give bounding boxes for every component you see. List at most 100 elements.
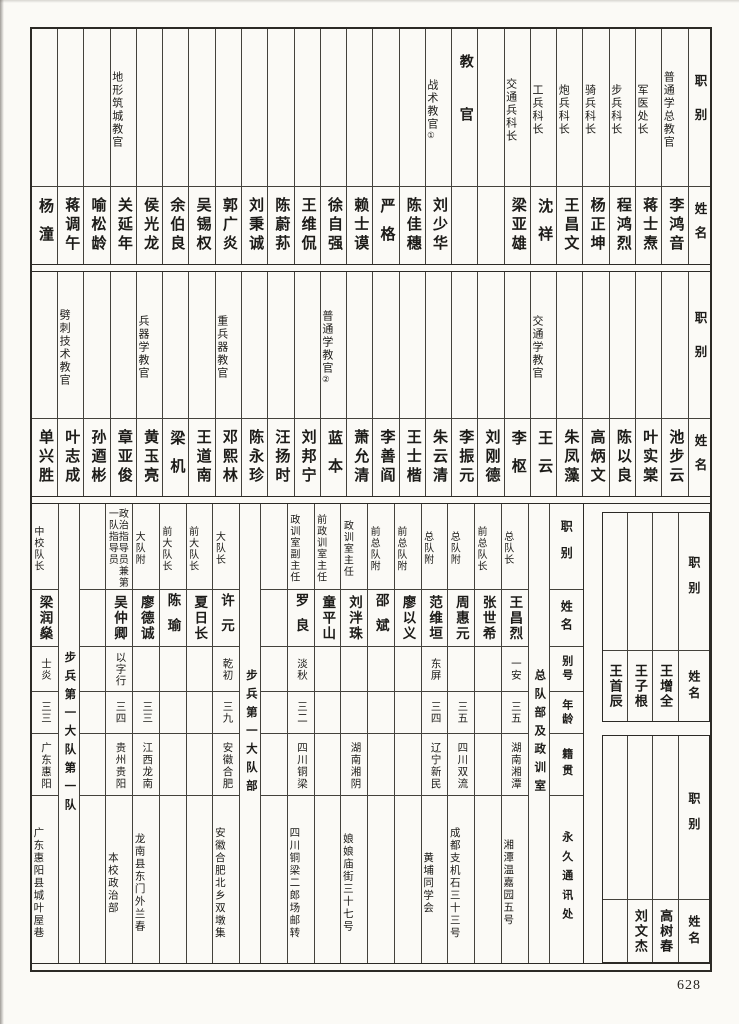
address-cell bbox=[160, 796, 186, 963]
name-cell: 罗良 bbox=[287, 590, 314, 647]
roster-column: 郭广炎 bbox=[214, 29, 242, 264]
position-text: 政训室主任 bbox=[341, 519, 353, 578]
header-text: 姓名 bbox=[686, 914, 701, 948]
age-text: 三四 bbox=[114, 701, 126, 724]
name-text: 梁机 bbox=[168, 429, 185, 486]
name-cell: 喻松龄 bbox=[84, 187, 109, 264]
position-cell: 职别 bbox=[688, 29, 710, 187]
name-cell: 池步云 bbox=[662, 419, 687, 496]
name-cell: 王昌文 bbox=[557, 187, 582, 264]
position-cell: 前总队附 bbox=[368, 504, 394, 590]
position-cell: 工兵科长 bbox=[530, 29, 557, 187]
position-cell: 普通学总教官 bbox=[662, 29, 688, 187]
name-text: 高树春 bbox=[658, 908, 674, 954]
sub-table-column: 王子根 bbox=[627, 513, 653, 721]
position-cell: 政治指导员兼第一队指导员 bbox=[106, 504, 133, 590]
name-text: 王维侃 bbox=[299, 197, 316, 254]
header-text: 职别 bbox=[686, 556, 701, 607]
position-text: 前政训室主任 bbox=[314, 514, 326, 583]
roster-column: 叶实棠 bbox=[635, 272, 662, 496]
position-cell: 教官 bbox=[452, 29, 478, 187]
alias-cell bbox=[186, 647, 213, 692]
position-text: 总队附 bbox=[421, 531, 433, 566]
position-text: 总队长 bbox=[501, 531, 513, 566]
name-text: 罗良 bbox=[293, 593, 309, 643]
name-text: 沈祥 bbox=[536, 197, 553, 254]
position-cell: 前政训室主任 bbox=[314, 504, 341, 590]
roster-column bbox=[477, 29, 504, 264]
name-cell: 汪扬时 bbox=[268, 419, 293, 496]
name-cell: 陈蔚荪 bbox=[268, 187, 293, 264]
header-text: 籍贯 bbox=[560, 748, 573, 781]
position-cell bbox=[136, 29, 163, 187]
roster-column: 孙逎彬 bbox=[83, 272, 110, 496]
position-cell bbox=[320, 29, 347, 187]
address-text: 本校政治部 bbox=[106, 851, 118, 915]
position-cell bbox=[84, 29, 110, 187]
position-cell: 前总队长 bbox=[475, 504, 501, 590]
origin-text: 湖南湘阴 bbox=[349, 741, 361, 790]
name-cell: 刘邦宁 bbox=[295, 419, 320, 496]
origin-text: 江西龙南 bbox=[141, 741, 153, 790]
name-text: 李枢 bbox=[509, 429, 526, 486]
name-cell: 徐自强 bbox=[321, 187, 346, 264]
alias-cell bbox=[159, 647, 186, 692]
name-text: 叶志成 bbox=[63, 429, 80, 486]
origin-cell bbox=[368, 734, 394, 796]
roster-column: 李振元 bbox=[451, 272, 478, 496]
origin-cell: 湖南湘潭 bbox=[501, 734, 528, 796]
origin-text: 四川铜梁 bbox=[296, 741, 307, 790]
alias-text: 乾初 bbox=[221, 657, 233, 681]
header-address: 永久通讯处 bbox=[550, 796, 583, 963]
roster-column: 高炳文 bbox=[582, 272, 609, 496]
roster-column: 侯光龙 bbox=[135, 29, 163, 264]
name-text: 陈瑜 bbox=[165, 593, 181, 643]
roster-column: 章亚俊 bbox=[109, 272, 136, 496]
position-text: 普通学教官② bbox=[320, 310, 333, 385]
sub-table-header-column: 职别 姓名 bbox=[677, 513, 709, 721]
name-text: 王云 bbox=[536, 429, 553, 486]
age-cell bbox=[475, 692, 501, 734]
roster-column: 喻松龄 bbox=[83, 29, 110, 264]
origin-cell bbox=[314, 734, 341, 796]
hq-roster-column: 前政训室主任 童平山 bbox=[313, 504, 341, 963]
roster-column: 萧允清 bbox=[346, 272, 373, 496]
alias-cell: 以字行 bbox=[106, 647, 133, 692]
name-cell: 严格 bbox=[373, 187, 398, 264]
address-cell: 安徽合肥北乡双墩集 bbox=[213, 796, 239, 963]
position-cell bbox=[373, 272, 399, 419]
origin-cell: 贵州贵阳 bbox=[106, 734, 133, 796]
header-name: 姓名 bbox=[679, 900, 709, 962]
age-text: 三三 bbox=[40, 701, 51, 724]
hq-roster-column: 政训室主任 刘泮珠 湖南湘阴 娘娘庙街三十七号 bbox=[340, 504, 368, 963]
name-text: 王士楷 bbox=[404, 429, 421, 486]
hq-header-column: 职别 姓名 别号 年龄 籍贯 永久通讯处 bbox=[548, 504, 583, 963]
name-cell bbox=[603, 900, 627, 962]
address-text: 成都支机石三十三号 bbox=[448, 826, 460, 940]
position-text: 政训室副主任 bbox=[287, 514, 299, 583]
name-text: 蒋调午 bbox=[63, 197, 80, 254]
address-cell bbox=[315, 796, 341, 963]
hq-roster-column: 前大队长 夏日长 bbox=[185, 504, 213, 963]
roster-column: 交通兵科长 梁亚雄 bbox=[503, 29, 530, 264]
roster-column: 朱云清 bbox=[424, 272, 452, 496]
name-cell: 程鸿烈 bbox=[610, 187, 635, 264]
age-cell: 三四 bbox=[106, 692, 133, 734]
position-cell bbox=[294, 272, 320, 419]
address-text: 安徽合肥北乡双墩集 bbox=[213, 826, 225, 940]
alias-cell: 淡秋 bbox=[287, 647, 314, 692]
name-text: 萧允清 bbox=[352, 429, 369, 486]
position-cell: 职别 bbox=[688, 272, 710, 419]
position-cell bbox=[110, 272, 136, 419]
name-cell: 王士楷 bbox=[400, 419, 425, 496]
name-text: 廖德诚 bbox=[138, 594, 154, 642]
hq-side-tables: 职别 姓名 王增全 王子根 王首辰 职别 姓名 高树春 刘文杰 bbox=[583, 504, 710, 963]
name-text: 关延年 bbox=[115, 197, 132, 254]
roster-column: 劈刺技术教官 叶志成 bbox=[57, 272, 84, 496]
age-text: 三四 bbox=[429, 701, 441, 724]
position-text: 重兵器教官 bbox=[215, 315, 228, 380]
roster-column: 军医处长 蒋士焘 bbox=[635, 29, 662, 264]
name-text: 程鸿烈 bbox=[614, 197, 631, 254]
position-cell bbox=[347, 272, 373, 419]
position-text: 总队附 bbox=[448, 531, 460, 566]
